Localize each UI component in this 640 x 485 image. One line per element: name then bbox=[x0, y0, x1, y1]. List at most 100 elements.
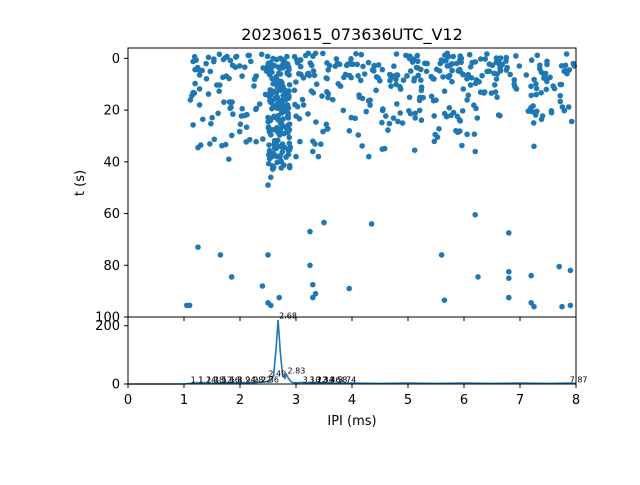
raster-point bbox=[273, 90, 280, 96]
raster-point bbox=[428, 93, 435, 100]
raster-point bbox=[195, 244, 201, 250]
raster-point bbox=[394, 101, 400, 107]
raster-point bbox=[211, 56, 217, 62]
raster-point bbox=[326, 62, 333, 69]
raster-point bbox=[482, 56, 489, 62]
raster-point bbox=[525, 108, 532, 114]
raster-point bbox=[379, 66, 386, 73]
raster-point bbox=[567, 267, 574, 274]
raster-point bbox=[243, 139, 249, 145]
peak-label: 2.36 bbox=[261, 375, 279, 384]
raster-point bbox=[285, 104, 291, 111]
raster-point bbox=[457, 68, 464, 75]
raster-point bbox=[365, 98, 372, 104]
raster-point bbox=[486, 68, 493, 74]
raster-y-tick-label: 0 bbox=[112, 52, 120, 67]
raster-point bbox=[239, 73, 245, 79]
raster-point bbox=[399, 120, 406, 126]
raster-point bbox=[286, 162, 293, 169]
raster-point bbox=[233, 54, 239, 60]
raster-point bbox=[407, 53, 413, 59]
raster-y-tick-label: 20 bbox=[103, 104, 120, 119]
raster-point bbox=[293, 57, 300, 63]
peak-label: 3.46 bbox=[323, 375, 341, 384]
raster-point bbox=[504, 64, 511, 71]
raster-point bbox=[390, 115, 397, 121]
raster-point bbox=[203, 76, 210, 82]
raster-point bbox=[217, 252, 224, 258]
raster-point bbox=[325, 125, 331, 132]
raster-point bbox=[379, 119, 385, 126]
raster-point bbox=[292, 101, 298, 108]
raster-point bbox=[416, 97, 423, 104]
raster-point bbox=[423, 68, 430, 75]
raster-point bbox=[444, 63, 451, 69]
raster-point bbox=[285, 64, 292, 70]
raster-point bbox=[232, 64, 239, 70]
raster-point bbox=[464, 131, 470, 138]
raster-point bbox=[321, 219, 327, 226]
raster-point bbox=[459, 142, 465, 149]
raster-point bbox=[297, 63, 304, 70]
raster-point bbox=[375, 62, 382, 68]
raster-point bbox=[203, 60, 209, 67]
raster-point bbox=[400, 77, 407, 83]
raster-point bbox=[226, 75, 232, 82]
raster-point bbox=[457, 128, 463, 134]
raster-point bbox=[277, 153, 284, 159]
raster-point bbox=[523, 72, 530, 78]
raster-point bbox=[256, 101, 263, 107]
raster-point bbox=[449, 67, 455, 74]
raster-point bbox=[293, 113, 299, 119]
raster-point bbox=[207, 141, 213, 147]
peak-label: 3.74 bbox=[338, 375, 356, 384]
raster-point bbox=[387, 77, 393, 84]
raster-point bbox=[274, 78, 280, 84]
raster-point bbox=[274, 142, 281, 149]
raster-point bbox=[193, 57, 199, 63]
raster-point bbox=[386, 120, 393, 127]
raster-point bbox=[531, 76, 537, 83]
raster-point bbox=[506, 294, 512, 301]
raster-point bbox=[310, 294, 316, 301]
raster-point bbox=[226, 99, 233, 105]
raster-point bbox=[506, 275, 512, 282]
raster-point bbox=[343, 62, 350, 69]
raster-point bbox=[299, 96, 306, 103]
peak-label: 1.8 bbox=[230, 375, 243, 384]
peak-label: 2.08 bbox=[246, 375, 264, 384]
raster-point bbox=[394, 72, 401, 78]
raster-point bbox=[433, 66, 440, 73]
raster-point bbox=[265, 160, 272, 167]
raster-point bbox=[391, 63, 397, 69]
raster-point bbox=[229, 132, 235, 139]
raster-point bbox=[313, 81, 320, 87]
raster-point bbox=[355, 73, 361, 79]
raster-point bbox=[559, 303, 565, 310]
raster-point bbox=[415, 58, 421, 65]
raster-point bbox=[277, 65, 283, 72]
raster-point bbox=[310, 281, 316, 288]
raster-point bbox=[557, 81, 564, 88]
raster-point bbox=[266, 63, 273, 69]
peak-label: 1.66 bbox=[222, 375, 240, 384]
raster-point bbox=[325, 94, 331, 101]
raster-point bbox=[373, 87, 379, 94]
raster-point bbox=[279, 56, 285, 63]
raster-point bbox=[268, 302, 274, 309]
peak-label: 2.49 bbox=[268, 370, 286, 379]
raster-point bbox=[441, 297, 448, 304]
raster-point bbox=[498, 62, 504, 69]
raster-point bbox=[285, 147, 292, 153]
raster-point bbox=[393, 51, 400, 57]
raster-point bbox=[310, 68, 317, 74]
raster-point bbox=[268, 174, 274, 181]
raster-point bbox=[192, 66, 198, 73]
peak-label: 1.38 bbox=[206, 375, 224, 384]
raster-point bbox=[215, 110, 221, 117]
raster-point bbox=[313, 119, 319, 125]
raster-point bbox=[544, 61, 550, 68]
raster-point bbox=[353, 51, 359, 57]
histogram-x-tick-label: 3 bbox=[292, 393, 300, 408]
raster-point bbox=[516, 63, 523, 69]
